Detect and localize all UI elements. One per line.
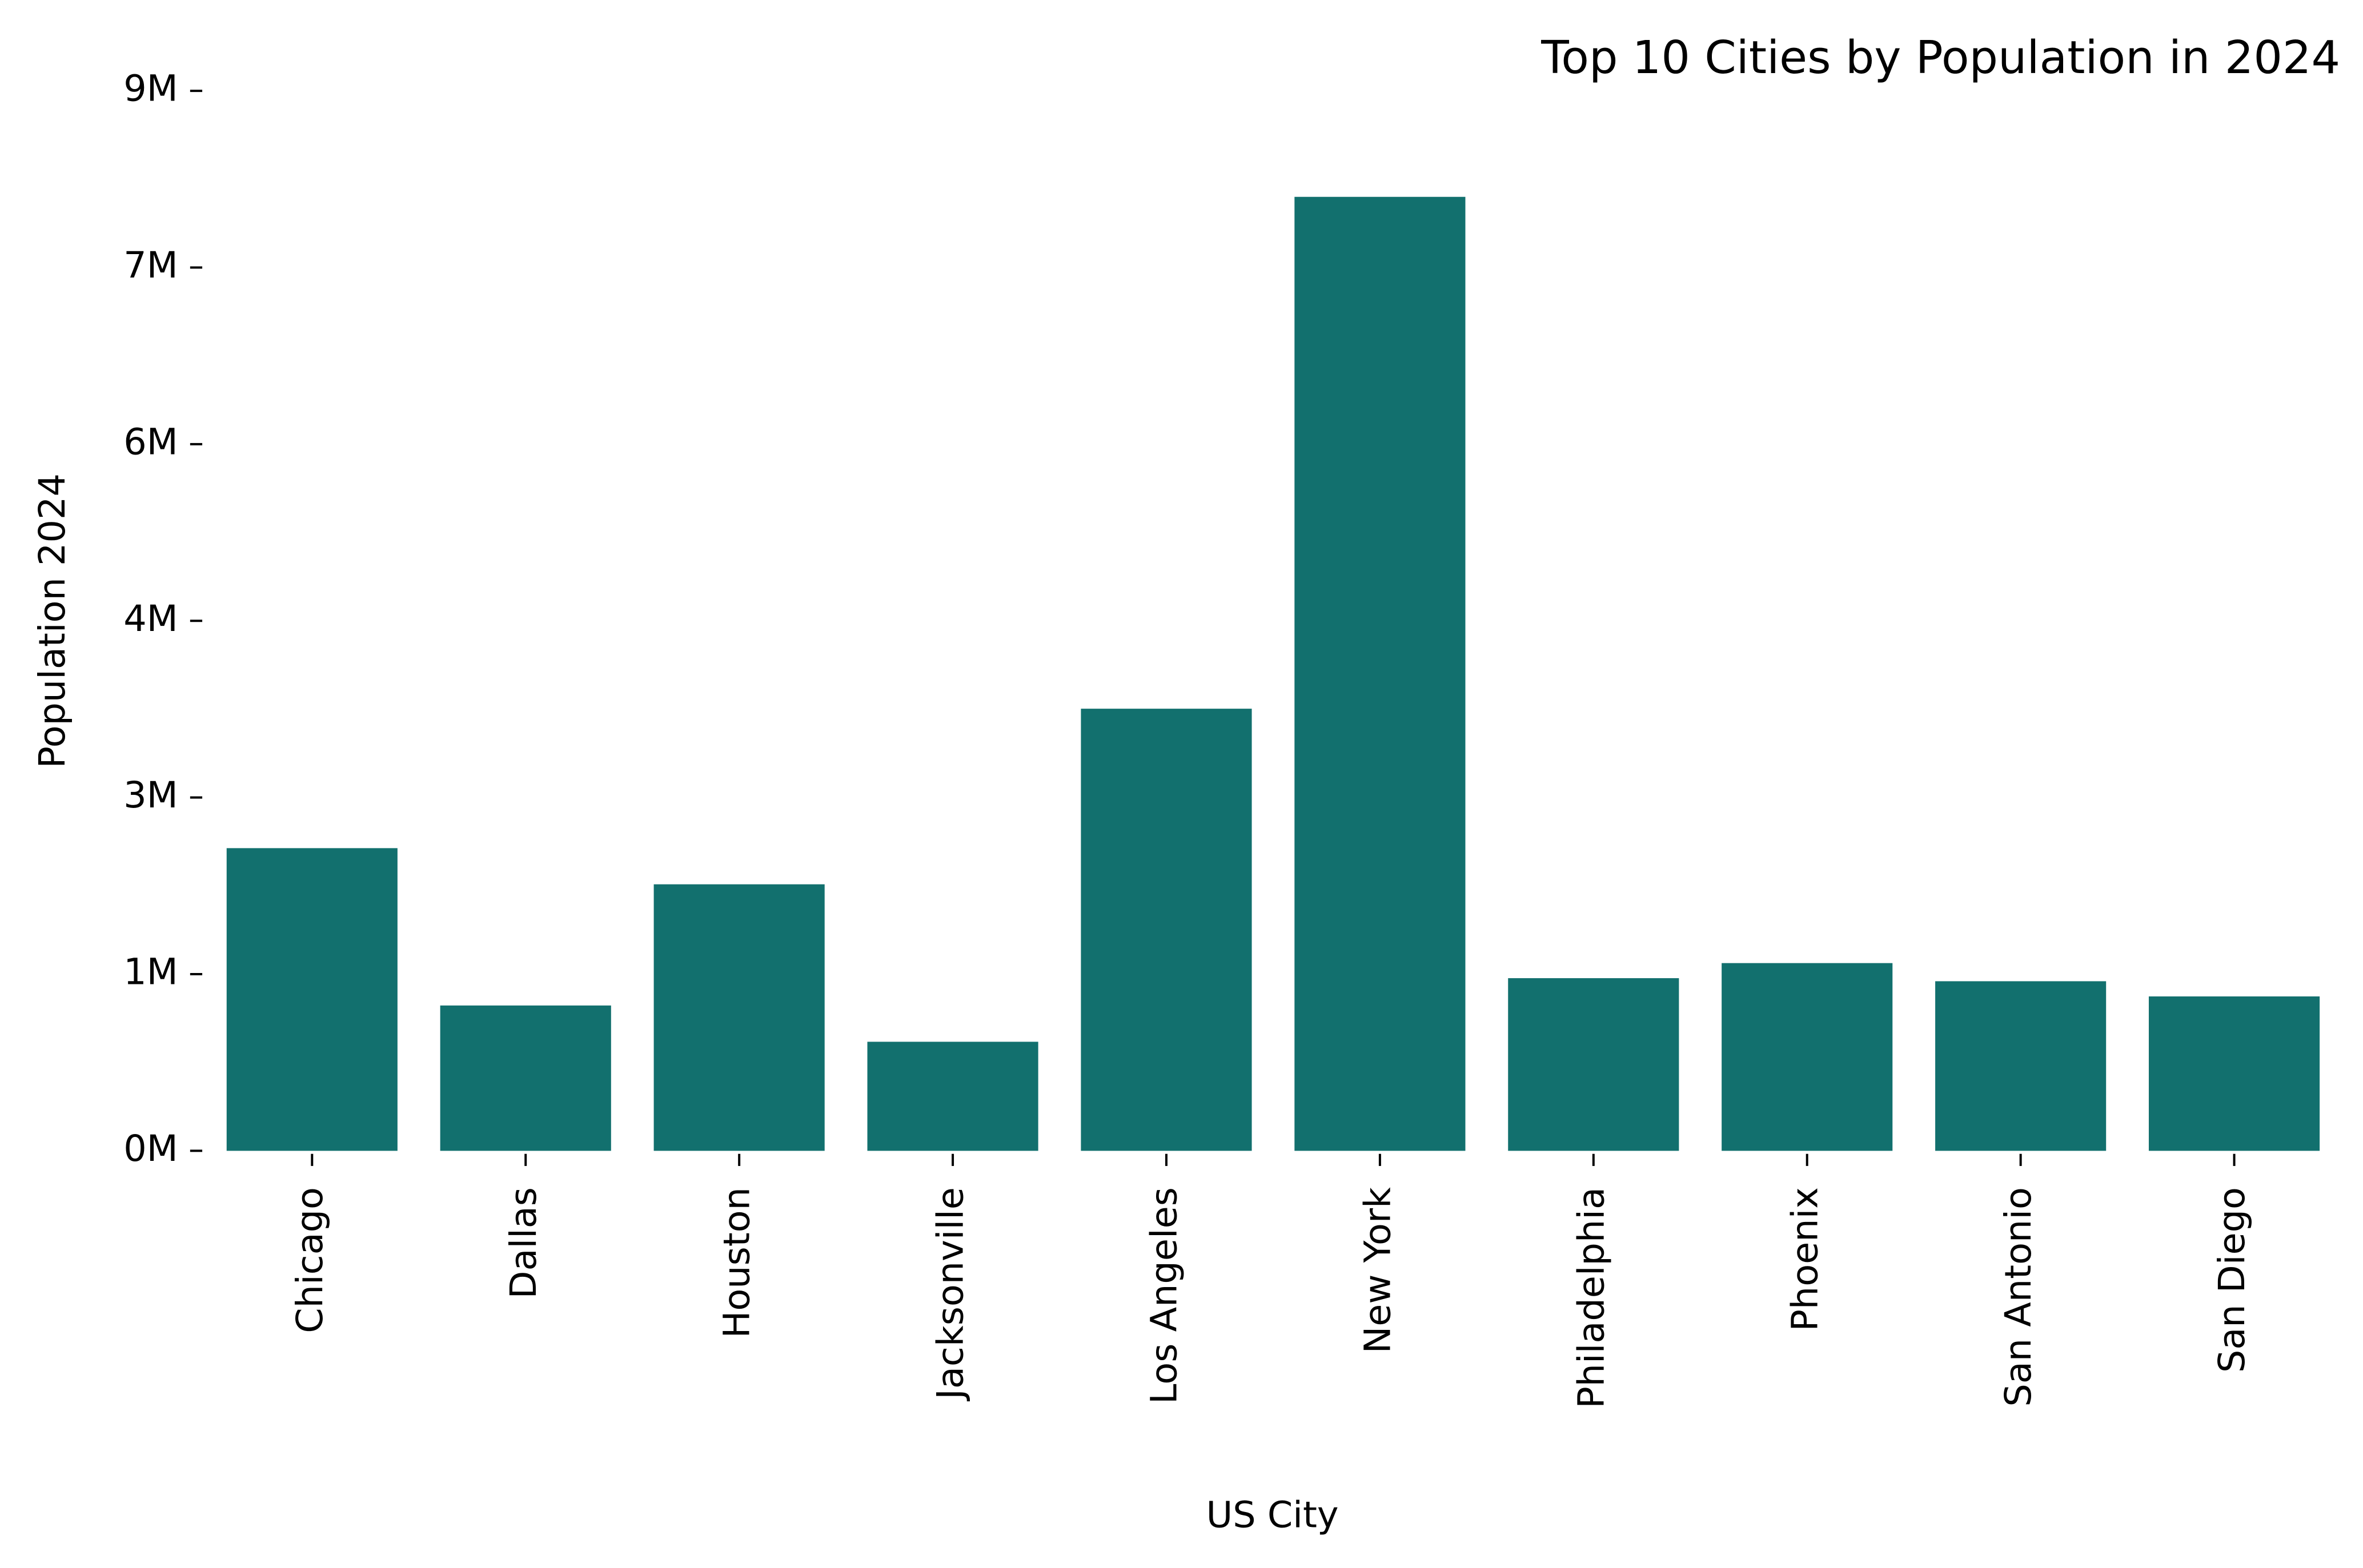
bar <box>1081 709 1252 1151</box>
x-tick-label: Chicago <box>289 1187 331 1333</box>
y-axis-label: Population 2024 <box>31 473 74 768</box>
bar <box>1722 963 1893 1151</box>
bar <box>1294 196 1466 1151</box>
x-tick-label: Jacksonville <box>930 1187 972 1402</box>
y-tick-label: 3M <box>123 774 178 817</box>
bar <box>1935 981 2107 1151</box>
bar <box>2148 996 2320 1151</box>
x-tick-label: Los Angeles <box>1144 1187 1186 1404</box>
y-tick-label: 0M <box>123 1128 178 1170</box>
x-tick-label: San Antonio <box>1997 1187 2040 1407</box>
x-tick-label: Dallas <box>503 1187 545 1298</box>
bar <box>1508 978 1679 1151</box>
bar <box>440 1005 611 1151</box>
y-tick-label: 6M <box>123 421 178 463</box>
bar <box>867 1042 1038 1151</box>
bar <box>653 884 825 1151</box>
y-tick-label: 7M <box>123 244 178 287</box>
y-tick-label: 1M <box>123 951 178 994</box>
y-tick-label: 4M <box>123 598 178 640</box>
x-tick-label: San Diego <box>2211 1187 2253 1373</box>
chart-title: Top 10 Cities by Population in 2024 <box>1540 31 2340 84</box>
x-tick-label: Philadelphia <box>1570 1187 1612 1409</box>
x-tick-label: New York <box>1357 1187 1399 1353</box>
x-axis-label: US City <box>1206 1494 1339 1537</box>
y-tick-label: 9M <box>123 68 178 110</box>
bar <box>226 848 398 1151</box>
x-tick-label: Phoenix <box>1784 1187 1826 1331</box>
x-tick-label: Houston <box>716 1187 759 1338</box>
